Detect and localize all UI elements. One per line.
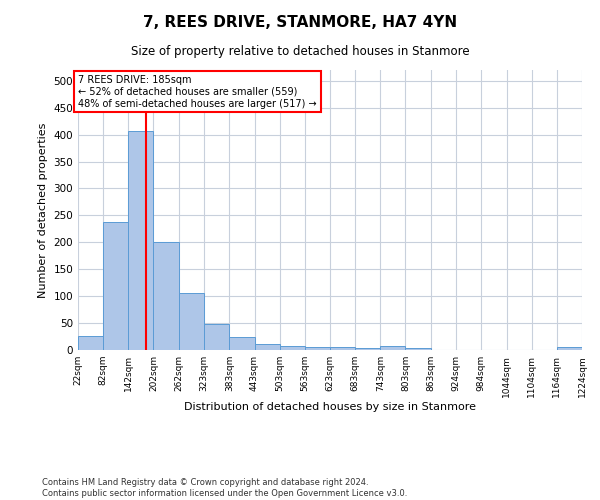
Bar bbox=[305, 347, 330, 350]
Bar bbox=[557, 347, 582, 350]
Bar bbox=[380, 346, 406, 350]
Bar bbox=[204, 324, 229, 350]
Bar bbox=[406, 348, 431, 350]
Bar bbox=[179, 294, 204, 350]
Text: 7 REES DRIVE: 185sqm
← 52% of detached houses are smaller (559)
48% of semi-deta: 7 REES DRIVE: 185sqm ← 52% of detached h… bbox=[78, 76, 317, 108]
Bar bbox=[254, 344, 280, 350]
Y-axis label: Number of detached properties: Number of detached properties bbox=[38, 122, 48, 298]
Bar bbox=[355, 348, 380, 350]
Text: 7, REES DRIVE, STANMORE, HA7 4YN: 7, REES DRIVE, STANMORE, HA7 4YN bbox=[143, 15, 457, 30]
Bar bbox=[229, 337, 254, 350]
Bar bbox=[128, 132, 154, 350]
Bar bbox=[154, 242, 179, 350]
Bar bbox=[103, 222, 128, 350]
Bar bbox=[330, 348, 355, 350]
X-axis label: Distribution of detached houses by size in Stanmore: Distribution of detached houses by size … bbox=[184, 402, 476, 412]
Text: Size of property relative to detached houses in Stanmore: Size of property relative to detached ho… bbox=[131, 45, 469, 58]
Bar bbox=[78, 336, 103, 350]
Text: Contains HM Land Registry data © Crown copyright and database right 2024.
Contai: Contains HM Land Registry data © Crown c… bbox=[42, 478, 407, 498]
Bar bbox=[280, 346, 305, 350]
